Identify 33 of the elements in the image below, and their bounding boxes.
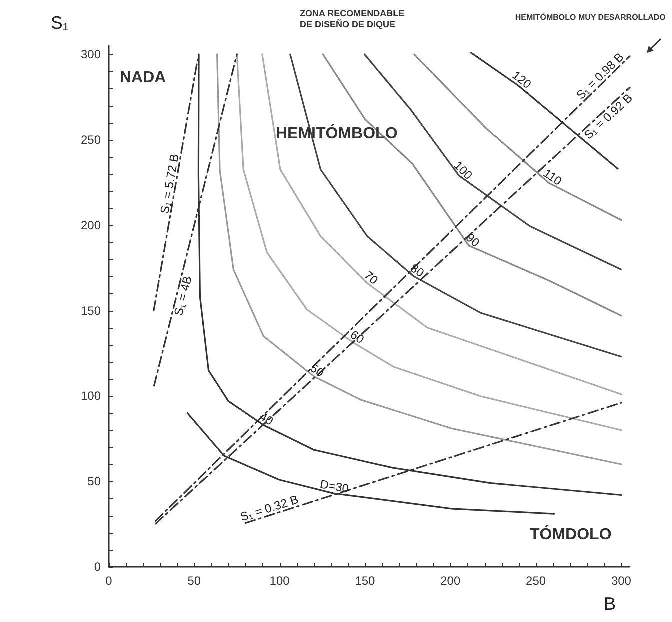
text: 40 [257,410,276,429]
text: 120 [510,68,534,92]
x-tick-label: 200 [440,574,461,588]
text: 110 [540,166,565,189]
x-tick-label: 100 [270,574,290,588]
x-tick-label: 50 [188,574,202,588]
x-axis-title: B [604,594,616,614]
y-tick-label: 50 [88,474,102,489]
x-tick-label: 150 [355,574,376,588]
text: 80 [408,261,428,280]
y-axis-title: S₁ [50,13,69,33]
text: HEMITÓMBOLO MUY DESARROLLADO [515,12,666,22]
y-tick-label: 150 [80,304,102,318]
y-tick-label: 0 [94,560,102,574]
text: 50 [308,361,327,380]
text: D=30 [319,477,350,496]
text: 60 [348,328,368,347]
annotation: NADA [120,70,167,86]
annotation: TÓMDOLO [530,524,612,544]
text: 90 [463,230,483,250]
text: S₁ = 4B [171,274,195,318]
text: 70 [362,268,382,288]
y-tick-label: 250 [80,132,102,147]
text: 100 [451,158,476,183]
text: ZONA RECOMENDABLE DE DISEÑO DE DIQUE [300,8,405,30]
y-tick-label: 300 [80,48,102,62]
y-tick-label: 200 [80,218,102,232]
x-tick-label: 250 [526,574,546,588]
y-tick-label: 100 [80,389,102,404]
x-tick-label: 300 [611,574,632,588]
text: S₁ = 0.32 B [238,492,300,524]
x-tick-label: 0 [106,574,113,588]
text: S₁ = 5.72 B [158,153,182,215]
